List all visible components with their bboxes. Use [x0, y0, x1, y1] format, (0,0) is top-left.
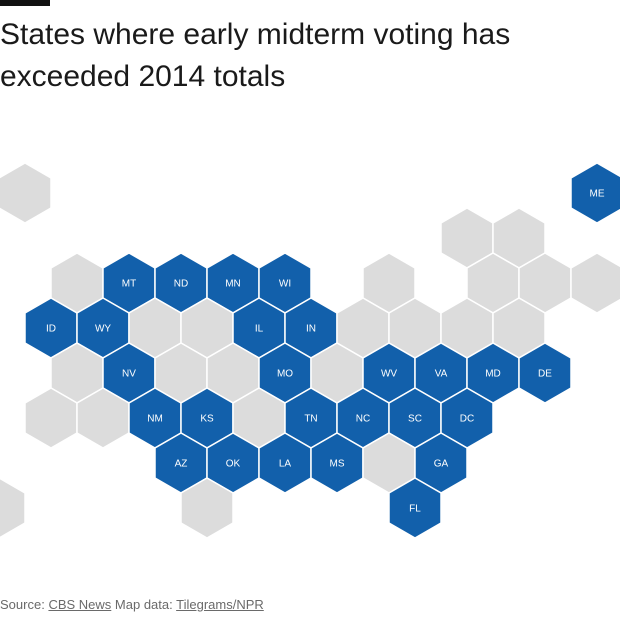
- footer-credits: Source: CBS News Map data: Tilegrams/NPR: [0, 597, 264, 612]
- hex-label: MD: [485, 369, 501, 380]
- hex-label: WI: [279, 279, 291, 290]
- hex-label: AZ: [175, 459, 188, 470]
- source-link[interactable]: CBS News: [48, 597, 112, 612]
- mapdata-label: Map data:: [114, 597, 173, 612]
- hex-label: ND: [174, 279, 188, 290]
- hex-tile-map: ME MT ND MN WI ID WY IL IN NV MO WV VA MD DE NM KS TN NC SC…: [0, 162, 620, 539]
- hex-label: KS: [200, 414, 214, 425]
- hex-label: DE: [538, 369, 552, 380]
- hex-shape: [0, 162, 52, 224]
- hex-label: WY: [95, 324, 111, 335]
- hex-shape: [570, 162, 620, 224]
- top-accent-bar: [0, 0, 50, 6]
- hex-label: MO: [277, 369, 293, 380]
- state-hex-unlabeled: [570, 252, 620, 314]
- hex-label: TN: [304, 414, 317, 425]
- hex-shape: [388, 477, 442, 539]
- hex-shape: [518, 342, 572, 404]
- mapdata-link[interactable]: Tilegrams/NPR: [176, 597, 264, 612]
- hex-label: ME: [590, 189, 605, 200]
- state-hex-me: ME: [570, 162, 620, 224]
- hex-label: MN: [225, 279, 241, 290]
- hex-label: IL: [255, 324, 264, 335]
- hex-label: GA: [434, 459, 449, 470]
- hex-label: NM: [147, 414, 163, 425]
- hex-label: ID: [46, 324, 56, 335]
- state-hex-unlabeled: [180, 477, 234, 539]
- hex-label: MS: [330, 459, 345, 470]
- state-hex-de: DE: [518, 342, 572, 404]
- hex-label: WV: [381, 369, 397, 380]
- hex-label: FL: [409, 504, 421, 515]
- hex-label: NV: [122, 369, 136, 380]
- hex-label: DC: [460, 414, 474, 425]
- state-hex-unlabeled: [0, 477, 26, 539]
- hex-label: IN: [306, 324, 316, 335]
- hex-label: NC: [356, 414, 370, 425]
- map-title: States where early midterm voting has ex…: [0, 18, 511, 93]
- state-hex-fl: FL: [388, 477, 442, 539]
- hex-shape: [0, 477, 26, 539]
- hex-label: VA: [435, 369, 448, 380]
- state-hex-unlabeled: [0, 162, 52, 224]
- hex-label: SC: [408, 414, 422, 425]
- hex-label: MT: [122, 279, 136, 290]
- hex-label: LA: [279, 459, 292, 470]
- hex-shape: [180, 477, 234, 539]
- hex-shape: [570, 252, 620, 314]
- hex-label: OK: [226, 459, 241, 470]
- source-label: Source:: [0, 597, 45, 612]
